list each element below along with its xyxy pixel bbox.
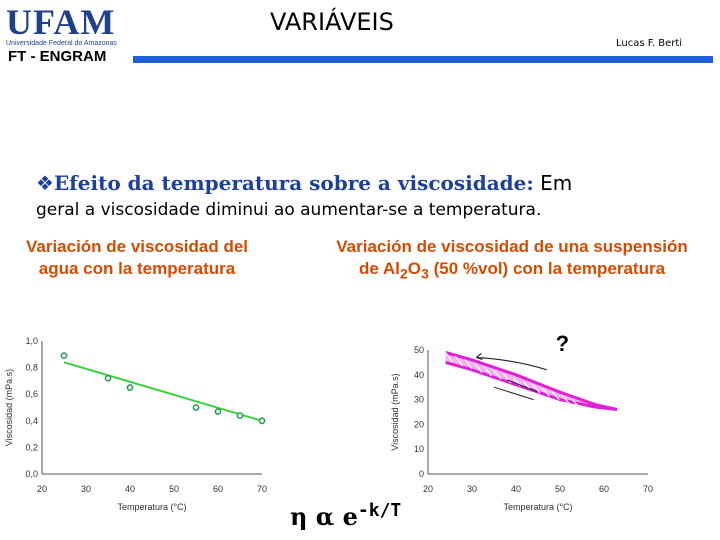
x-tick-label: 30 bbox=[81, 484, 91, 494]
slide-title: VARIÁVEIS bbox=[270, 8, 394, 36]
ufam-logo: UFAM bbox=[6, 2, 116, 42]
arrow-head bbox=[476, 352, 483, 361]
x-tick-label: 50 bbox=[169, 484, 179, 494]
hatch-mark bbox=[551, 391, 560, 401]
right-subtitle-b: O bbox=[407, 259, 421, 278]
x-axis-title: Temperatura (°C) bbox=[503, 502, 572, 512]
y-tick-label: 0 bbox=[419, 469, 424, 479]
right-subtitle-line1: Variación de viscosidad de una suspensió… bbox=[336, 237, 688, 256]
hatch-mark bbox=[561, 394, 570, 404]
data-point bbox=[104, 374, 112, 382]
right-chart-subtitle: Variación de viscosidad de una suspensió… bbox=[304, 236, 720, 285]
left-subtitle-line2: agua con la temperatura bbox=[38, 259, 236, 278]
right-subtitle-a: de Al bbox=[358, 259, 400, 278]
department-label: FT - ENGRAM bbox=[8, 48, 107, 65]
x-tick-label: 40 bbox=[125, 484, 135, 494]
x-axis-title: Temperatura (°C) bbox=[117, 502, 186, 512]
x-tick-label: 30 bbox=[467, 484, 477, 494]
data-point bbox=[126, 384, 134, 391]
y-tick-label: 40 bbox=[414, 370, 424, 380]
bullet-continuation: Em bbox=[533, 171, 573, 195]
upper-curve bbox=[445, 351, 618, 411]
hatch-mark bbox=[570, 398, 579, 407]
y-tick-label: 20 bbox=[414, 419, 424, 429]
y-tick-label: 10 bbox=[414, 444, 424, 454]
y-tick-label: 0,4 bbox=[25, 416, 38, 426]
y-axis-title: Viscosidad (mPa.s) bbox=[4, 369, 14, 446]
x-tick-label: 60 bbox=[599, 484, 609, 494]
data-point bbox=[258, 417, 266, 425]
hatch-mark bbox=[483, 366, 492, 377]
hatch-mark bbox=[454, 355, 463, 367]
trend-line bbox=[63, 361, 263, 422]
hatch-mark bbox=[474, 362, 483, 373]
data-point bbox=[236, 412, 244, 419]
diamond-bullet-icon: ❖ bbox=[36, 171, 54, 195]
hatch-mark bbox=[532, 384, 541, 394]
y-tick-label: 0,2 bbox=[25, 442, 38, 452]
direction-arrow bbox=[493, 386, 534, 401]
left-subtitle-line1: Variación de viscosidad del bbox=[25, 237, 249, 256]
x-tick-label: 60 bbox=[213, 484, 223, 494]
data-point bbox=[214, 408, 222, 415]
annotation-arrow bbox=[476, 356, 547, 371]
body-text: geral a viscosidade diminui ao aumentar-… bbox=[36, 200, 542, 220]
x-tick-label: 70 bbox=[643, 484, 653, 494]
y-tick-label: 30 bbox=[414, 395, 424, 405]
right-subtitle-sub2: 3 bbox=[420, 266, 429, 283]
hatch-mark bbox=[493, 369, 502, 380]
x-tick-label: 50 bbox=[555, 484, 565, 494]
right-subtitle-line2: de Al2O3 (50 %vol) con la temperatura bbox=[304, 258, 720, 285]
right-subtitle-sub1: 2 bbox=[399, 266, 408, 283]
x-tick-label: 70 bbox=[257, 484, 267, 494]
y-tick-label: 50 bbox=[414, 345, 424, 355]
water-viscosity-chart: 20 30 40 50 60 70 0,0 0,2 0,4 0,6 0,8 1,0 Temperatur… bbox=[4, 336, 267, 512]
bullet-heading: Efeito da temperatura sobre a viscosidad… bbox=[53, 171, 534, 195]
arrhenius-formula: η α e-k/T bbox=[290, 500, 401, 531]
author-name: Lucas F. Berti bbox=[616, 38, 683, 49]
left-chart-subtitle: Variación de viscosidad del agua con la … bbox=[6, 236, 268, 280]
y-tick-label: 0,6 bbox=[25, 389, 38, 399]
alumina-viscosity-chart: 20 30 40 50 60 70 0 10 20 30 40 50 Temperatura (°C) V… bbox=[390, 331, 653, 512]
formula-main: η α e bbox=[290, 502, 358, 531]
x-tick-label: 20 bbox=[423, 484, 433, 494]
data-point bbox=[192, 404, 200, 411]
x-tick-label: 20 bbox=[37, 484, 47, 494]
formula-exponent: -k/T bbox=[357, 500, 402, 521]
bullet-paragraph: ❖Efeito da temperatura sobre a viscosida… bbox=[36, 170, 716, 196]
x-tick-label: 40 bbox=[511, 484, 521, 494]
hatch-mark bbox=[541, 387, 550, 397]
hatch-mark bbox=[464, 359, 473, 370]
right-subtitle-c: (50 %vol) con la temperatura bbox=[428, 259, 666, 278]
y-axis-title: Viscosidad (mPa.s) bbox=[390, 373, 400, 450]
direction-arrow bbox=[507, 379, 539, 393]
y-tick-label: 0,8 bbox=[25, 363, 38, 373]
y-tick-label: 1,0 bbox=[25, 336, 38, 346]
y-tick-label: 0,0 bbox=[25, 469, 38, 479]
hatch-mark bbox=[445, 352, 454, 363]
data-point bbox=[60, 352, 68, 360]
question-mark: ? bbox=[556, 331, 569, 356]
logo-subtitle: Universidade Federal do Amazonas bbox=[6, 40, 117, 47]
header-rule bbox=[133, 56, 713, 63]
